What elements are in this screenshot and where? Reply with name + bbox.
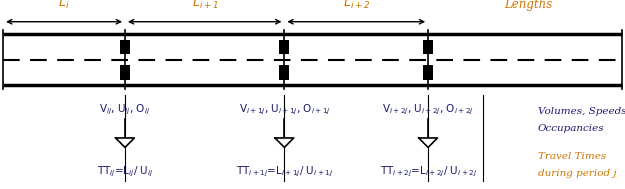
Text: V$_{i+1j}$, U$_{i+1j}$, O$_{i+1j}$: V$_{i+1j}$, U$_{i+1j}$, O$_{i+1j}$ — [239, 102, 330, 117]
Text: Occupancies: Occupancies — [538, 124, 604, 133]
Text: TT$_{i+2j}$=L$_{i+2j}$/ U$_{i+2j}$: TT$_{i+2j}$=L$_{i+2j}$/ U$_{i+2j}$ — [379, 165, 477, 179]
Bar — [423, 65, 433, 80]
Bar — [120, 40, 130, 54]
Polygon shape — [116, 138, 134, 147]
Text: V$_{i+2j}$, U$_{i+2j}$, O$_{i+2j}$: V$_{i+2j}$, U$_{i+2j}$, O$_{i+2j}$ — [382, 102, 474, 117]
Text: Lengths: Lengths — [504, 0, 552, 11]
Text: V$_{ij}$, U$_{ij}$, O$_{ij}$: V$_{ij}$, U$_{ij}$, O$_{ij}$ — [99, 102, 151, 117]
Text: TT$_{ij}$=L$_{ij}$/ U$_{ij}$: TT$_{ij}$=L$_{ij}$/ U$_{ij}$ — [97, 165, 153, 179]
Text: Volumes, Speeds,: Volumes, Speeds, — [538, 107, 625, 116]
Bar — [279, 65, 289, 80]
Bar — [120, 65, 130, 80]
Text: TT$_{i+1j}$=L$_{i+1j}$/ U$_{i+1j}$: TT$_{i+1j}$=L$_{i+1j}$/ U$_{i+1j}$ — [236, 165, 333, 179]
Text: Travel Times: Travel Times — [538, 152, 606, 161]
Text: $\mathregular{L_i}$: $\mathregular{L_i}$ — [58, 0, 69, 11]
Polygon shape — [275, 138, 294, 147]
Bar — [423, 40, 433, 54]
Text: $\mathregular{L_{i+1}}$: $\mathregular{L_{i+1}}$ — [192, 0, 218, 11]
Bar — [279, 40, 289, 54]
Text: during period j: during period j — [538, 169, 616, 178]
Text: $\mathregular{L_{i+2}}$: $\mathregular{L_{i+2}}$ — [342, 0, 370, 11]
Polygon shape — [419, 138, 437, 147]
